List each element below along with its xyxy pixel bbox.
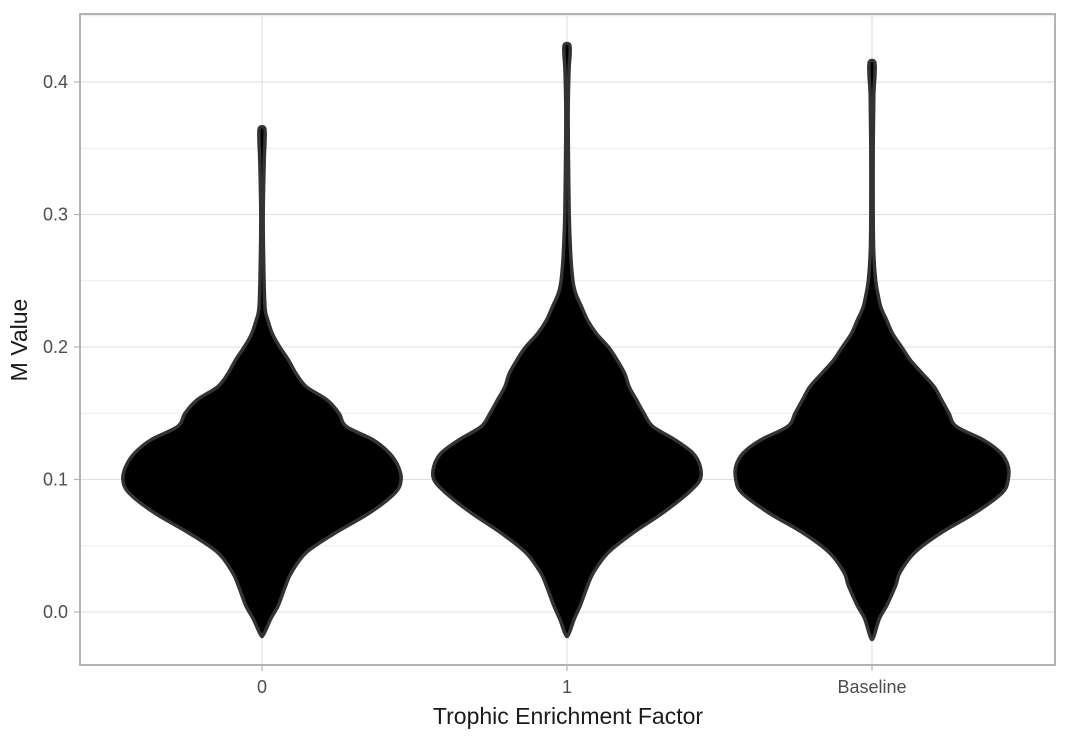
x-tick-label: 0 (257, 677, 267, 697)
y-tick-label: 0.0 (43, 602, 68, 622)
violin-0 (121, 125, 403, 639)
x-tick-label: 1 (562, 677, 572, 697)
x-tick-label: Baseline (837, 677, 906, 697)
y-tick-label: 0.1 (43, 470, 68, 490)
x-axis-ticks: 0 1 Baseline (257, 665, 907, 697)
violin-baseline (733, 58, 1011, 642)
y-tick-label: 0.2 (43, 337, 68, 357)
x-axis-title: Trophic Enrichment Factor (433, 703, 703, 729)
y-axis-ticks: 0.0 0.1 0.2 0.3 0.4 (43, 72, 80, 622)
violin-1 (430, 41, 704, 639)
violins (121, 41, 1011, 642)
y-axis-title: M Value (6, 299, 32, 382)
y-tick-label: 0.3 (43, 205, 68, 225)
y-tick-label: 0.4 (43, 72, 68, 92)
